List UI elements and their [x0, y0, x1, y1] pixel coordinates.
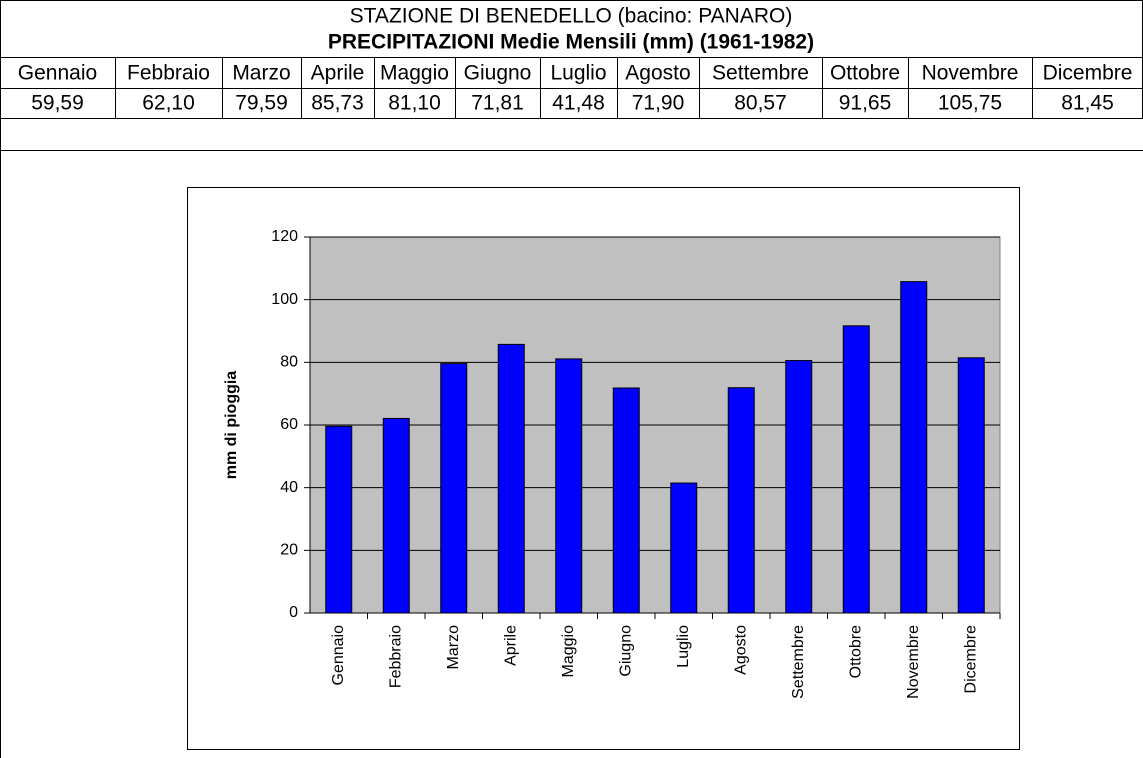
column-header: Luglio — [550, 62, 606, 85]
y-axis-label: mm di pioggia — [223, 371, 240, 480]
x-tick-label: Settembre — [790, 625, 807, 699]
bar — [555, 358, 583, 614]
cell-value: 71,81 — [471, 92, 524, 115]
x-tick-label: Ottobre — [847, 625, 864, 678]
column-header: Agosto — [625, 62, 690, 85]
x-tick-label: Aprile — [502, 625, 519, 666]
bar — [440, 363, 468, 614]
bar — [670, 482, 698, 614]
column-header: Maggio — [380, 62, 449, 85]
x-tick-label: Febbraio — [387, 625, 404, 688]
bar — [612, 387, 640, 614]
x-tick-label: Marzo — [445, 625, 462, 670]
y-tick-label: 0 — [289, 604, 298, 621]
cell-value: 62,10 — [142, 92, 195, 115]
column-header: Ottobre — [830, 62, 900, 85]
x-tick-label: Agosto — [732, 625, 749, 675]
column-header: Novembre — [922, 62, 1019, 85]
column-header: Giugno — [464, 62, 532, 85]
bar — [785, 360, 813, 614]
y-tick-label: 60 — [280, 416, 298, 433]
y-tick-label: 120 — [271, 228, 298, 245]
x-tick-label: Luglio — [675, 625, 692, 668]
y-tick-label: 100 — [271, 291, 298, 308]
cell-value: 81,45 — [1061, 92, 1114, 115]
x-tick-label: Dicembre — [962, 625, 979, 694]
cell-value: 91,65 — [839, 92, 892, 115]
column-header: Gennaio — [18, 62, 97, 85]
column-header: Aprile — [311, 62, 365, 85]
cell-value: 41,48 — [552, 92, 605, 115]
table-title: STAZIONE DI BENEDELLO (bacino: PANARO) — [350, 5, 793, 28]
bar — [900, 281, 928, 614]
column-header: Dicembre — [1043, 62, 1133, 85]
cell-value: 85,73 — [311, 92, 364, 115]
x-tick-label: Novembre — [905, 625, 922, 699]
cell-value: 105,75 — [938, 92, 1002, 115]
table-subtitle: PRECIPITAZIONI Medie Mensili (mm) (1961-… — [328, 31, 814, 54]
cell-value: 59,59 — [31, 92, 84, 115]
x-tick-label: Giugno — [617, 625, 634, 677]
cell-value: 79,59 — [235, 92, 288, 115]
cell-value: 80,57 — [734, 92, 787, 115]
y-tick-label: 20 — [280, 542, 298, 559]
cell-value: 71,90 — [632, 92, 685, 115]
y-tick-label: 80 — [280, 354, 298, 371]
x-tick-label: Maggio — [560, 625, 577, 678]
bar — [842, 325, 870, 614]
bar — [325, 425, 353, 614]
column-header: Febbraio — [127, 62, 210, 85]
bar — [727, 387, 755, 614]
bar — [957, 357, 985, 614]
column-header: Marzo — [232, 62, 290, 85]
bar — [382, 417, 410, 614]
y-tick-label: 40 — [280, 479, 298, 496]
bar — [497, 343, 525, 614]
column-header: Settembre — [712, 62, 809, 85]
x-tick-label: Gennaio — [330, 625, 347, 686]
cell-value: 81,10 — [388, 92, 441, 115]
